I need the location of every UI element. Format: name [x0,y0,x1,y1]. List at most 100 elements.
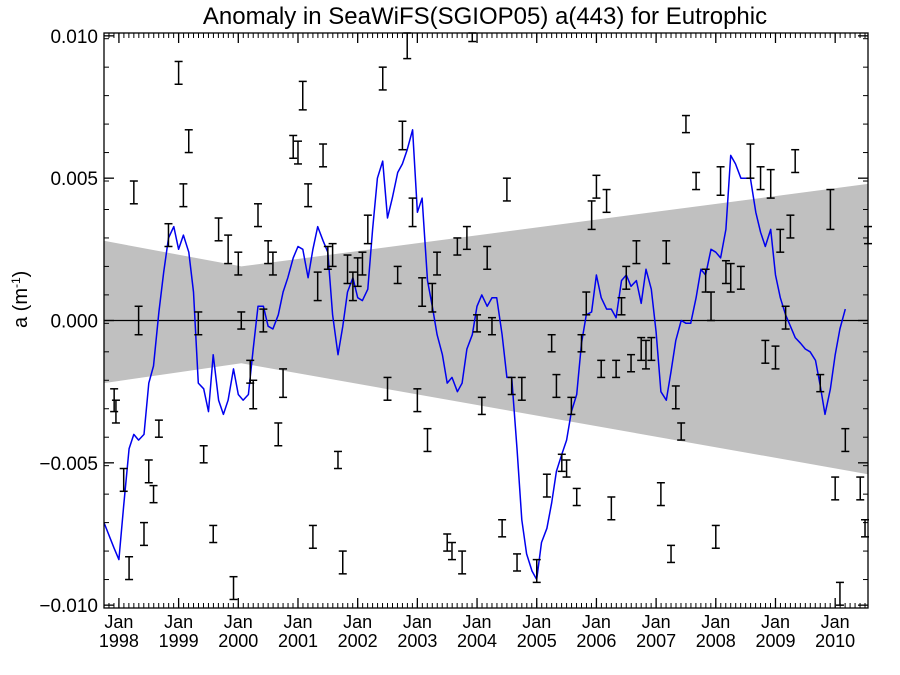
error-bar [502,177,511,202]
error-bar [736,265,745,290]
error-bar [224,234,233,265]
x-tick-label-year: 2010 [815,631,855,651]
x-tick-label-month: Jan [403,612,432,632]
x-tick-label-month: Jan [224,612,253,632]
error-bar [338,550,347,575]
error-bar [612,359,621,379]
error-bar [139,521,148,547]
error-bar [393,265,402,285]
error-bar [319,143,328,168]
error-bar [134,305,143,336]
x-tick-label-year: 2001 [278,631,318,651]
error-bar [264,240,273,265]
error-bar [507,376,516,396]
error-bar [647,336,656,362]
error-bar [681,114,690,134]
x-tick-label-month: Jan [104,612,133,632]
x-tick-label-year: 2005 [517,631,557,651]
error-bar [567,396,576,416]
error-bar [562,459,571,478]
error-bar [776,228,785,253]
error-bar [253,203,262,228]
error-bar [462,225,471,251]
error-bar [547,333,556,353]
error-bar [726,262,735,293]
y-tick-label: −0.010 [39,596,98,617]
error-bar [378,66,387,91]
error-bar [348,271,357,302]
error-bar [229,575,238,601]
error-bar [513,553,522,572]
error-bar [766,168,775,199]
x-tick-label-year: 1999 [159,631,199,651]
error-bar [149,484,158,504]
x-tick-label-month: Jan [164,612,193,632]
error-bar [214,217,223,242]
error-bar [164,222,173,248]
error-bar [707,291,716,322]
error-bar [413,388,422,413]
error-bar [194,311,203,336]
error-bar [343,254,352,285]
error-bar [249,379,258,410]
error-bar [617,296,626,316]
error-bar [577,333,586,353]
error-bar [677,422,686,441]
x-tick-label-year: 2008 [696,631,736,651]
error-bar [453,237,462,256]
error-bar [423,427,432,453]
error-bar [517,376,526,401]
error-bar [835,581,844,606]
error-bar [786,214,795,239]
error-bar [542,473,551,498]
error-bar [408,197,417,228]
error-bar [144,459,153,484]
x-tick-label-year: 2009 [755,631,795,651]
error-bar [587,200,596,231]
error-bar [234,251,243,276]
x-tick-label-year: 1998 [99,631,139,651]
error-bar [856,476,865,501]
error-bar [607,496,616,521]
error-bar [289,134,298,159]
x-tick-label-year: 2002 [338,631,378,651]
error-bar [179,183,188,208]
error-bar [477,396,486,416]
error-bar [662,240,671,265]
error-bar [304,183,313,208]
error-bar [592,174,601,199]
error-bar [632,240,641,265]
error-bar [274,422,283,447]
error-bar [816,373,825,393]
error-bar [313,271,322,302]
error-bar [328,242,337,268]
error-bar [711,524,720,549]
y-tick-label: 0.000 [50,312,98,333]
uncertainty-band [104,183,868,475]
chart-title: Anomaly in SeaWiFS(SGIOP05) a(443) for E… [202,3,768,30]
x-tick-label-month: Jan [701,612,730,632]
x-tick-label-month: Jan [761,612,790,632]
error-bar [293,140,302,165]
error-bar [483,245,492,271]
x-tick-label-month: Jan [821,612,850,632]
error-bar [597,359,606,379]
error-bar [498,519,507,538]
x-tick-label-month: Jan [463,612,492,632]
error-bar [756,166,765,191]
x-tick-label-month: Jan [522,612,551,632]
error-bar [746,143,755,179]
error-bar [781,305,790,330]
error-bar [428,282,437,313]
error-bar [761,339,770,364]
error-bar [716,166,725,197]
error-bar [237,311,246,330]
x-tick-label-month: Jan [283,612,312,632]
error-bar [692,171,701,191]
error-bar [323,245,332,271]
x-tick-label-year: 2000 [218,631,258,651]
error-bar [487,316,496,336]
error-bar [826,188,835,231]
error-bar [125,556,134,581]
